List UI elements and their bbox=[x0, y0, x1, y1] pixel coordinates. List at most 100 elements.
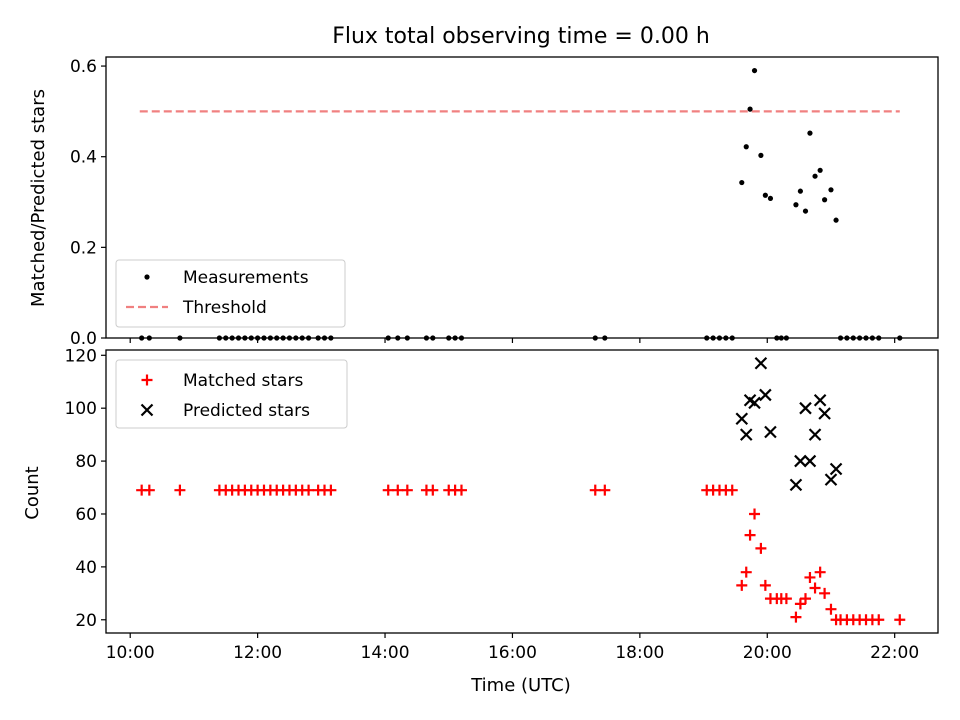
predicted-star-point bbox=[764, 425, 777, 439]
matched-star-point bbox=[894, 614, 906, 626]
legend-matched-marker bbox=[141, 374, 153, 386]
count-legend: Matched stars Predicted stars bbox=[115, 359, 348, 429]
matched-star-point bbox=[392, 484, 404, 496]
count-x-tick-label: 14:00 bbox=[361, 643, 410, 663]
count-y-tick-label: 20 bbox=[75, 611, 97, 631]
matched-star-point bbox=[589, 484, 601, 496]
matched-star-point bbox=[325, 484, 337, 496]
predicted-star-point bbox=[803, 454, 817, 468]
ratio-legend: Measurements Threshold bbox=[115, 259, 346, 328]
matched-star-point bbox=[759, 579, 771, 591]
measurement-point bbox=[797, 188, 803, 194]
measurement-point bbox=[747, 106, 753, 112]
measurement-point bbox=[743, 144, 749, 150]
matched-star-point bbox=[873, 614, 885, 626]
measurement-point bbox=[751, 67, 758, 74]
matched-star-point bbox=[726, 484, 738, 496]
predicted-star-point bbox=[808, 428, 822, 441]
x-axis-label: Time (UTC) bbox=[470, 675, 571, 696]
matched-star-point bbox=[755, 542, 767, 554]
predicted-star-point bbox=[829, 462, 843, 476]
predicted-star-point bbox=[739, 428, 753, 441]
matched-star-point bbox=[744, 529, 756, 541]
ratio-y-tick-label: 0.2 bbox=[70, 238, 97, 258]
matched-star-point bbox=[790, 611, 802, 623]
measurement-point bbox=[793, 202, 799, 208]
predicted-star-point bbox=[789, 478, 803, 492]
matched-star-point bbox=[599, 484, 611, 496]
ratio-legend-box bbox=[115, 259, 346, 328]
legend-predicted-label: Predicted stars bbox=[183, 401, 310, 421]
measurement-point bbox=[817, 167, 823, 173]
count-axes: 20 40 60 80 100 120 10:00 12:00 14:00 16:00 18:00 2… bbox=[65, 346, 939, 663]
ratio-y-tick-label: 0.0 bbox=[70, 329, 97, 349]
ratio-panel: Matched/Predicted stars 0.0 0.2 0.4 0.6 Mea… bbox=[28, 56, 939, 349]
predicted-star-point bbox=[824, 473, 838, 486]
matched-star-point bbox=[809, 582, 821, 594]
count-x-tick-label: 18:00 bbox=[615, 643, 664, 663]
measurement-point bbox=[758, 152, 764, 158]
count-panel: Count 20 40 60 80 100 120 10:00 12:00 14:00 16:00… bbox=[22, 346, 939, 696]
count-legend-box bbox=[115, 359, 348, 429]
count-y-tick-label: 80 bbox=[75, 452, 97, 472]
matched-star-point bbox=[736, 579, 748, 591]
legend-predicted-marker bbox=[140, 403, 154, 417]
legend-matched-label: Matched stars bbox=[183, 371, 303, 391]
ratio-axes: 0.0 0.2 0.4 0.6 bbox=[70, 56, 939, 349]
measurement-point bbox=[802, 208, 809, 214]
matched-star-point bbox=[427, 484, 439, 496]
measurement-point bbox=[807, 130, 813, 136]
matched-star-point bbox=[382, 484, 394, 496]
count-y-tick-label: 100 bbox=[65, 399, 97, 419]
matched-star-point bbox=[749, 508, 761, 520]
ratio-y-tick-label: 0.4 bbox=[70, 148, 97, 168]
matched-star-point bbox=[819, 587, 831, 599]
count-plot-frame bbox=[105, 349, 939, 634]
measurement-point bbox=[739, 179, 745, 186]
matched-star-point bbox=[814, 566, 826, 578]
predicted-star-point bbox=[735, 412, 749, 426]
count-y-tick-label: 40 bbox=[75, 558, 97, 578]
count-y-axis-label: Count bbox=[22, 466, 43, 519]
matched-star-point bbox=[143, 484, 155, 496]
predicted-star-point bbox=[754, 356, 768, 370]
matched-star-point bbox=[799, 593, 811, 605]
count-points-layer bbox=[136, 356, 906, 626]
count-x-tick-label: 20:00 bbox=[743, 643, 792, 663]
ratio-y-axis-label: Matched/Predicted stars bbox=[28, 89, 49, 307]
count-x-tick-label: 16:00 bbox=[488, 643, 537, 663]
legend-measurements-marker bbox=[144, 274, 150, 280]
ratio-y-tick-label: 0.6 bbox=[70, 57, 97, 77]
legend-measurements-label: Measurements bbox=[183, 268, 309, 288]
matched-star-point bbox=[804, 571, 816, 583]
ratio-plot-frame bbox=[105, 56, 939, 339]
predicted-star-point bbox=[759, 388, 772, 402]
count-y-tick-label: 120 bbox=[65, 346, 97, 366]
predicted-star-point bbox=[794, 454, 807, 468]
count-x-tick-label: 10:00 bbox=[106, 643, 155, 663]
matched-star-point bbox=[303, 484, 315, 496]
measurement-point bbox=[833, 217, 839, 223]
measurement-point bbox=[762, 192, 768, 198]
predicted-star-point bbox=[799, 401, 812, 415]
predicted-star-point bbox=[818, 407, 831, 420]
matched-star-point bbox=[780, 593, 792, 605]
predicted-star-point bbox=[748, 396, 761, 410]
measurement-point bbox=[812, 173, 818, 179]
legend-threshold-label: Threshold bbox=[182, 298, 267, 318]
measurement-point bbox=[822, 197, 828, 203]
count-y-tick-label: 60 bbox=[75, 505, 97, 525]
matched-star-point bbox=[794, 598, 806, 610]
matched-star-point bbox=[740, 566, 752, 578]
measurement-point bbox=[828, 187, 834, 193]
matched-star-point bbox=[401, 484, 413, 496]
matched-star-point bbox=[825, 603, 837, 615]
count-x-tick-label: 22:00 bbox=[870, 643, 919, 663]
matched-star-point bbox=[174, 484, 186, 496]
predicted-star-point bbox=[813, 393, 827, 407]
measurement-point bbox=[767, 195, 774, 202]
figure-title: Flux total observing time = 0.00 h bbox=[332, 24, 710, 49]
matched-star-point bbox=[455, 484, 467, 496]
count-x-tick-label: 12:00 bbox=[233, 643, 282, 663]
